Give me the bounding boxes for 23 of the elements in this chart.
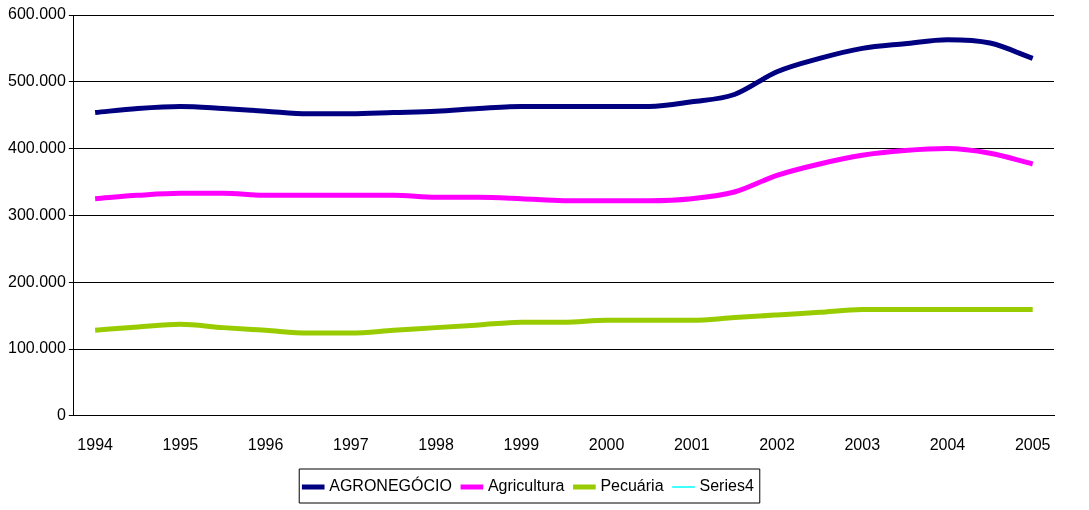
y-tick-label: 400.000 (7, 139, 66, 157)
legend-label: Pecuária (600, 477, 664, 495)
y-tick-label: 100.000 (7, 339, 66, 357)
y-tick-label: 500.000 (7, 72, 66, 90)
x-tick-label: 2003 (844, 435, 881, 453)
legend-label: Series4 (699, 477, 754, 495)
y-tick-label: 0 (56, 406, 66, 424)
x-tick-label: 1998 (418, 435, 454, 453)
x-tick-label: 1999 (503, 435, 540, 453)
y-tick-label: 300.000 (7, 205, 66, 223)
x-tick-label: 2005 (1014, 435, 1051, 453)
x-tick-label: 2000 (588, 435, 625, 453)
x-tick-label: 1996 (247, 435, 284, 453)
y-tick-label: 600.000 (7, 5, 66, 23)
y-tick-label: 200.000 (7, 272, 66, 290)
x-tick-label: 2004 (929, 435, 966, 453)
legend-label: Agricultura (487, 477, 565, 495)
legend-label: AGRONEGÓCIO (329, 476, 452, 495)
x-tick-label: 2002 (759, 435, 795, 453)
x-tick-label: 2001 (673, 435, 710, 453)
x-tick-label: 1994 (77, 435, 114, 453)
x-tick-label: 1995 (162, 435, 199, 453)
x-tick-label: 1997 (333, 435, 369, 453)
